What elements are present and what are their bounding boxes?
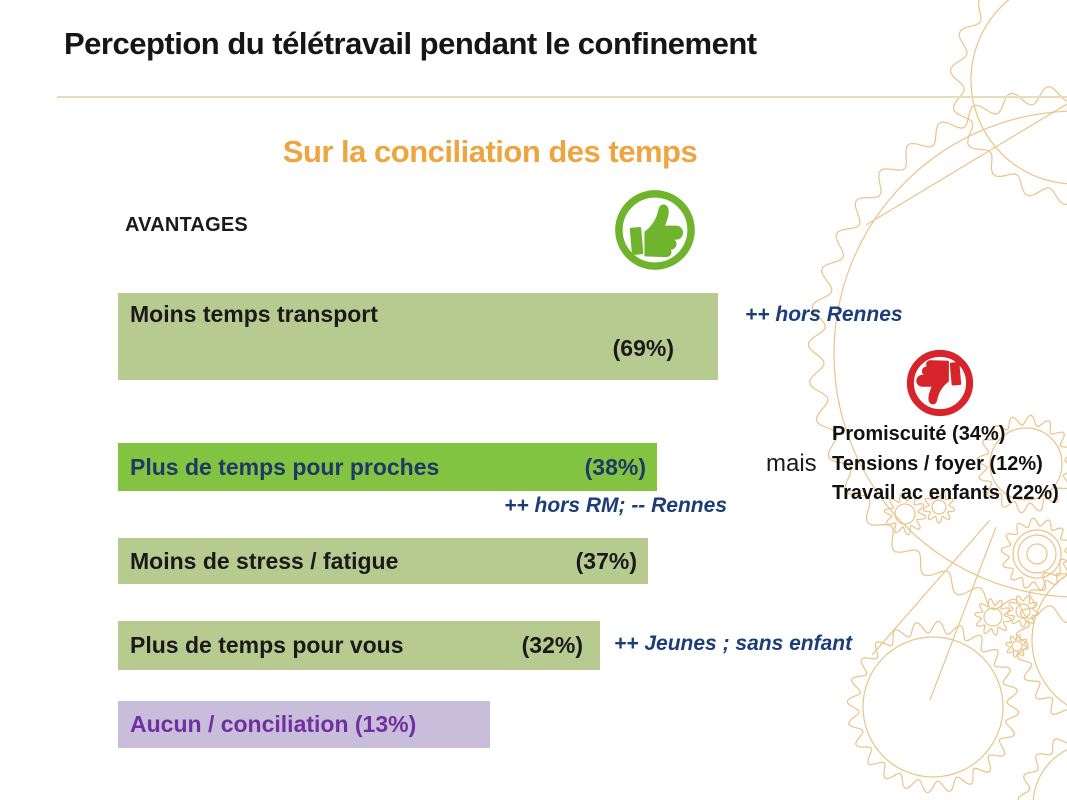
bar-value: (69%) xyxy=(612,335,674,361)
bar-moins-stress: Moins de stress / fatigue (37%) xyxy=(118,538,648,584)
bar-label: Aucun / conciliation (13%) xyxy=(130,711,417,737)
bar-label: Moins de stress / fatigue xyxy=(130,547,399,574)
bar-moins-temps-transport: Moins temps transport (69%) xyxy=(118,293,718,380)
bar-value: (38%) xyxy=(584,453,646,480)
thumbs-down-icon xyxy=(903,346,977,420)
bar-label: Moins temps transport xyxy=(130,301,378,327)
bar-aucun-conciliation: Aucun / conciliation (13%) xyxy=(118,701,490,748)
drawbacks-list: Promiscuité (34%) Tensions / foyer (12%)… xyxy=(832,420,1059,509)
bar-value: (37%) xyxy=(575,547,637,574)
bar-plus-temps-vous: Plus de temps pour vous (32%) xyxy=(118,621,600,670)
annotation-hors-rennes: ++ hors Rennes xyxy=(745,303,903,326)
bar-label: Plus de temps pour proches xyxy=(130,453,440,480)
advantages-label: AVANTAGES xyxy=(125,214,248,236)
drawback-item: Tensions / foyer (12%) xyxy=(832,452,1043,475)
thumbs-up-icon xyxy=(611,186,699,274)
bar-plus-temps-proches: Plus de temps pour proches (38%) xyxy=(118,443,657,491)
bar-label: Plus de temps pour vous xyxy=(130,632,404,658)
title-divider xyxy=(57,96,1067,98)
annotation-jeunes: ++ Jeunes ; sans enfant xyxy=(614,632,853,655)
section-subtitle: Sur la conciliation des temps xyxy=(282,134,698,169)
connector-mais: mais xyxy=(766,450,817,477)
page-title: Perception du télétravail pendant le con… xyxy=(64,26,757,61)
drawback-item: Promiscuité (34%) xyxy=(832,423,1006,445)
drawback-item: Travail ac enfants (22%) xyxy=(832,482,1059,504)
annotation-hors-rm: ++ hors RM; -- Rennes xyxy=(504,494,727,517)
bar-value: (32%) xyxy=(521,632,583,658)
